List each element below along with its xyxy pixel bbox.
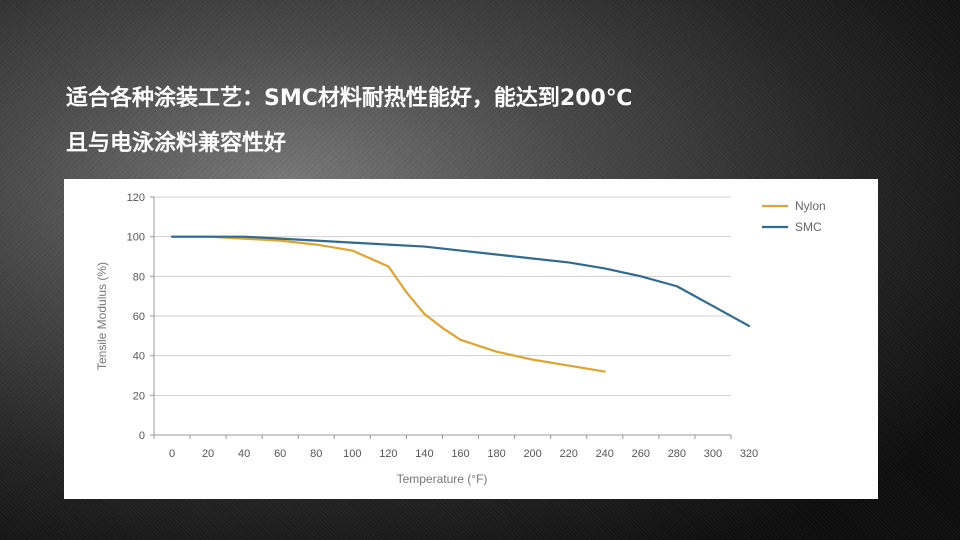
- axes: [150, 196, 732, 439]
- x-tick-label: 280: [668, 448, 686, 460]
- x-tick-label: 40: [238, 448, 250, 460]
- x-tick-label: 120: [379, 448, 397, 460]
- y-tick-label: 20: [133, 390, 145, 402]
- y-tick-label: 120: [127, 192, 145, 204]
- y-tick-label: 40: [133, 351, 145, 363]
- y-tick-label: 100: [127, 232, 145, 244]
- series-line-nylon: [170, 235, 606, 373]
- x-tick-label: 0: [169, 448, 175, 460]
- x-tick-label: 220: [560, 448, 578, 460]
- x-tick-label: 180: [487, 448, 505, 460]
- line-chart: 0 20 40 60 80 100 120 140 160 180 200 220 240 260 280 3…: [95, 192, 826, 486]
- x-tick-label: 300: [704, 448, 722, 460]
- x-tick-label: 260: [632, 448, 650, 460]
- x-tick-label: 240: [596, 448, 614, 460]
- y-tick-label: 60: [133, 311, 145, 323]
- x-tick-label: 140: [415, 448, 433, 460]
- y-tick-label: 0: [139, 430, 145, 442]
- slide-heading-line-2: 且与电泳涂料兼容性好: [66, 131, 287, 156]
- grid-lines: [154, 196, 731, 436]
- series-lines: [170, 235, 751, 373]
- legend: Nylon SMC: [762, 199, 826, 234]
- legend-label-nylon: Nylon: [795, 199, 826, 213]
- slide-heading-line-1: 适合各种涂装工艺：SMC材料耐热性能好，能达到200℃: [66, 86, 633, 111]
- x-tick-label: 320: [740, 448, 758, 460]
- x-tick-label: 60: [274, 448, 286, 460]
- chart-panel: 0 20 40 60 80 100 120 140 160 180 200 220 240 260 280 3…: [64, 179, 878, 499]
- x-tick-labels: 0 20 40 60 80 100 120 140 160 180 200 220 240 260 280 3…: [169, 448, 758, 460]
- x-axis-label: Temperature (°F): [397, 472, 488, 486]
- x-tick-label: 100: [343, 448, 361, 460]
- x-tick-label: 160: [451, 448, 469, 460]
- x-tick-label: 80: [310, 448, 322, 460]
- x-tick-label: 200: [523, 448, 541, 460]
- y-tick-label: 80: [133, 271, 145, 283]
- series-line-smc: [170, 235, 751, 328]
- y-axis-label: Tensile Modulus (%): [95, 262, 109, 370]
- x-tick-label: 20: [202, 448, 214, 460]
- y-tick-labels: 0 20 40 60 80 100 120: [127, 192, 145, 442]
- legend-label-smc: SMC: [795, 220, 822, 234]
